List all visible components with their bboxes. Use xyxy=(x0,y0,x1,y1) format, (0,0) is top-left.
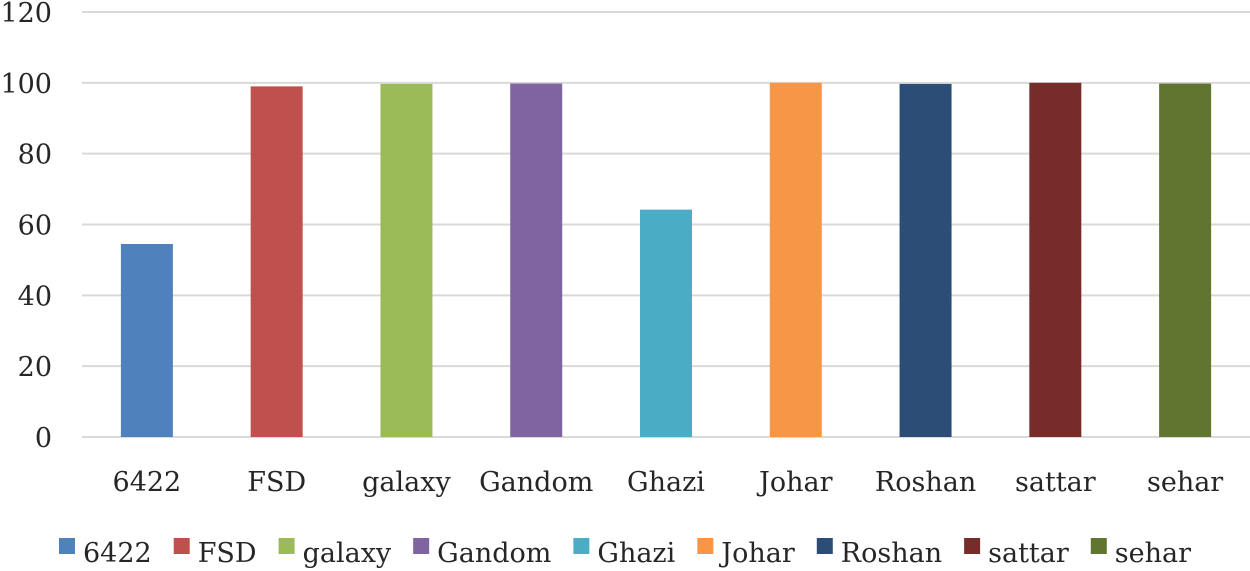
legend-item-galaxy: galaxy xyxy=(278,538,392,569)
x-tick-label: Johar xyxy=(756,467,833,498)
bar-roshan xyxy=(899,83,952,437)
legend-swatch xyxy=(964,538,981,554)
legend-item-6422: 6422 xyxy=(58,538,152,569)
bar-6422 xyxy=(120,243,173,437)
x-tick-label: sehar xyxy=(1147,467,1223,498)
bar-johar xyxy=(769,82,822,437)
legend-swatch xyxy=(173,538,190,554)
bar-fsd xyxy=(250,86,303,437)
legend-label: Roshan xyxy=(841,538,942,569)
legend-item-ghazi: Ghazi xyxy=(573,538,676,569)
x-tick-label: 6422 xyxy=(113,467,182,498)
bar-sattar xyxy=(1029,82,1082,437)
bars xyxy=(120,82,1212,438)
x-tick-label: sattar xyxy=(1015,467,1096,498)
x-tick-label: FSD xyxy=(247,467,306,498)
y-tick-label: 100 xyxy=(0,69,52,100)
bar-sehar xyxy=(1159,83,1212,438)
legend-swatch xyxy=(278,538,295,554)
y-tick-label: 40 xyxy=(18,281,52,312)
legend-item-roshan: Roshan xyxy=(816,538,942,569)
legend-label: galaxy xyxy=(303,538,392,569)
legend: 6422 FSD galaxy Gandom Ghazi Johar Roshan satta… xyxy=(58,538,1191,569)
x-tick-label: Gandom xyxy=(479,467,593,498)
x-tick-label: galaxy xyxy=(362,467,451,498)
legend-label: Gandom xyxy=(437,538,551,569)
y-axis-ticks: 0 20 40 60 80 100 120 xyxy=(0,0,52,454)
legend-label: Ghazi xyxy=(597,538,675,569)
y-tick-label: 60 xyxy=(18,211,52,242)
y-tick-label: 120 xyxy=(0,0,52,29)
legend-swatch xyxy=(573,538,590,554)
legend-swatch xyxy=(697,538,714,554)
x-axis-ticks: 6422 FSD galaxy Gandom Ghazi Johar Roshan satta… xyxy=(113,467,1224,498)
bar-ghazi xyxy=(640,209,692,437)
legend-swatch xyxy=(816,538,833,554)
legend-label: 6422 xyxy=(83,538,152,569)
y-tick-label: 0 xyxy=(35,423,52,454)
legend-swatch xyxy=(58,538,75,554)
legend-label: FSD xyxy=(198,538,257,569)
legend-label: Johar xyxy=(718,538,795,569)
legend-label: sattar xyxy=(988,538,1069,569)
legend-label: sehar xyxy=(1115,538,1191,569)
legend-item-gandom: Gandom xyxy=(413,538,551,569)
legend-swatch xyxy=(413,538,430,554)
bar-galaxy xyxy=(380,83,433,437)
legend-swatch xyxy=(1090,538,1107,554)
x-tick-label: Ghazi xyxy=(627,467,705,498)
bar-gandom xyxy=(510,83,563,438)
legend-item-sattar: sattar xyxy=(964,538,1069,569)
legend-item-sehar: sehar xyxy=(1090,538,1191,569)
legend-item-fsd: FSD xyxy=(173,538,257,569)
y-tick-label: 20 xyxy=(18,352,52,383)
x-tick-label: Roshan xyxy=(875,467,976,498)
y-tick-label: 80 xyxy=(18,140,52,171)
legend-item-johar: Johar xyxy=(697,538,795,569)
